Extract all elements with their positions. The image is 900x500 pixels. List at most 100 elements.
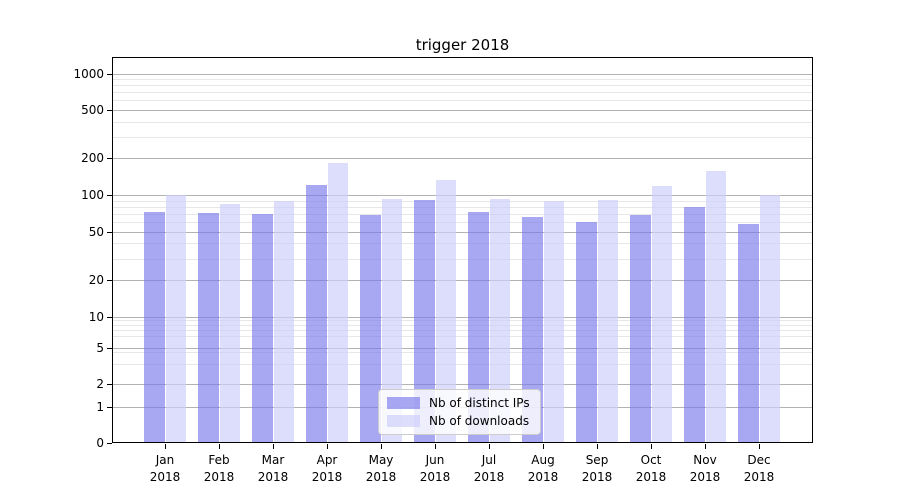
y-tick	[107, 231, 112, 233]
x-tick	[273, 444, 274, 449]
major-gridline	[112, 348, 813, 349]
minor-gridline	[112, 363, 813, 365]
minor-gridline	[112, 92, 813, 94]
chart-title: trigger 2018	[415, 36, 510, 54]
y-tick-label: 0	[96, 436, 104, 450]
bar-downloads-nov	[705, 171, 726, 443]
bar-downloads-feb	[219, 203, 240, 443]
legend-swatch-downloads	[387, 415, 420, 427]
minor-gridline	[112, 121, 813, 123]
minor-gridline	[112, 352, 813, 354]
minor-gridline	[112, 85, 813, 87]
bar-downloads-mar	[273, 200, 294, 443]
minor-gridline	[112, 243, 813, 245]
bar-downloads-may	[381, 199, 402, 443]
x-tick-label: Dec 2018	[743, 453, 775, 484]
bar-distinct-ips-nov	[684, 207, 705, 443]
x-tick	[759, 444, 760, 449]
x-tick-label: Jul 2018	[473, 453, 505, 484]
y-tick-label: 200	[81, 151, 104, 166]
x-tick	[543, 444, 544, 449]
major-gridline	[112, 158, 813, 160]
bar-downloads-jan	[165, 195, 186, 443]
legend-item-distinct-ips: Nb of distinct IPs	[387, 396, 530, 410]
bar-downloads-sep	[597, 199, 618, 443]
bar-downloads-jun	[435, 179, 456, 443]
bar-distinct-ips-jul	[468, 211, 489, 443]
major-gridline	[112, 279, 813, 281]
y-tick	[107, 279, 112, 281]
y-tick	[107, 316, 112, 318]
major-gridline	[112, 316, 813, 318]
bar-distinct-ips-mar	[252, 213, 273, 443]
x-tick	[597, 444, 598, 449]
x-tick-label: Apr 2018	[311, 453, 343, 484]
x-tick-label: Feb 2018	[203, 453, 235, 484]
y-tick-label: 5	[96, 341, 104, 355]
y-tick	[107, 110, 112, 112]
minor-gridline	[112, 206, 813, 208]
minor-gridline	[112, 330, 813, 332]
minor-gridline	[112, 258, 813, 260]
legend-item-downloads: Nb of downloads	[387, 414, 530, 428]
y-tick-label: 20	[88, 272, 104, 287]
bar-distinct-ips-jun	[414, 199, 435, 443]
legend-swatch-distinct-ips	[387, 397, 420, 409]
x-tick-label: May 2018	[365, 453, 397, 484]
x-tick-label: Jun 2018	[419, 453, 451, 484]
bar-distinct-ips-oct	[630, 215, 651, 443]
legend-label-downloads: Nb of downloads	[429, 414, 530, 428]
x-tick-label: Sep 2018	[581, 453, 613, 484]
x-tick	[327, 444, 328, 449]
legend: Nb of distinct IPs Nb of downloads	[378, 389, 541, 435]
y-tick	[107, 407, 112, 408]
minor-gridline	[112, 213, 813, 215]
x-tick-label: Nov 2018	[689, 453, 721, 484]
bar-distinct-ips-may	[360, 215, 381, 443]
minor-gridline	[112, 79, 813, 81]
x-tick-label: Mar 2018	[257, 453, 289, 484]
x-tick	[489, 444, 490, 449]
y-tick-label: 1000	[73, 66, 104, 81]
bar-downloads-aug	[543, 200, 564, 443]
y-tick-label: 500	[81, 103, 104, 118]
x-tick-label: Jan 2018	[149, 453, 181, 484]
y-tick	[107, 195, 112, 196]
y-tick	[107, 73, 112, 75]
minor-gridline	[112, 324, 813, 326]
x-tick	[435, 444, 436, 449]
y-tick-label: 1	[96, 400, 104, 414]
x-tick	[165, 444, 166, 449]
x-tick-label: Oct 2018	[635, 453, 667, 484]
major-gridline	[112, 73, 813, 75]
bar-distinct-ips-apr	[306, 185, 327, 443]
y-tick-label: 2	[96, 377, 104, 391]
minor-gridline	[112, 200, 813, 202]
minor-gridline	[112, 100, 813, 102]
major-gridline	[112, 384, 813, 385]
x-tick	[705, 444, 706, 449]
bar-distinct-ips-aug	[522, 216, 543, 443]
bar-distinct-ips-dec	[738, 223, 759, 443]
x-tick	[381, 444, 382, 449]
y-tick	[107, 384, 112, 385]
x-tick	[651, 444, 652, 449]
minor-gridline	[112, 320, 813, 322]
legend-label-distinct-ips: Nb of distinct IPs	[429, 396, 530, 410]
major-gridline	[112, 110, 813, 112]
minor-gridline	[112, 137, 813, 139]
bar-distinct-ips-feb	[198, 213, 219, 443]
major-gridline	[112, 195, 813, 196]
major-gridline	[112, 231, 813, 233]
bar-distinct-ips-sep	[576, 221, 597, 443]
x-tick	[219, 444, 220, 449]
axes-frame	[112, 57, 813, 443]
minor-gridline	[112, 221, 813, 223]
y-tick	[107, 348, 112, 349]
bar-downloads-oct	[651, 186, 672, 443]
y-tick-label: 10	[88, 309, 104, 324]
y-tick-label: 100	[81, 188, 104, 202]
minor-gridline	[112, 336, 813, 338]
y-tick	[107, 443, 112, 444]
